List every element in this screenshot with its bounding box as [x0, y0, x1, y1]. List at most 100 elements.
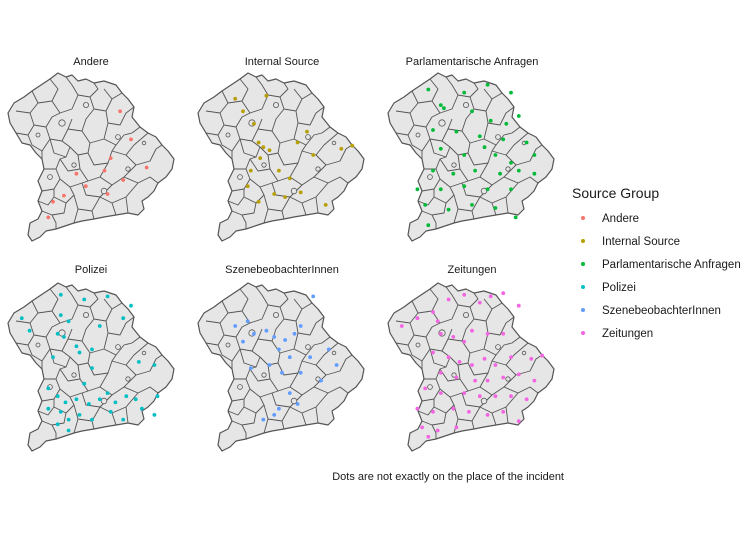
incident-point [431, 168, 435, 173]
incident-point [350, 143, 355, 148]
district-border [217, 134, 241, 152]
district-border [491, 302, 503, 310]
incident-point [462, 153, 467, 157]
district-border [293, 126, 331, 146]
district-border [271, 332, 299, 354]
district-border [111, 342, 149, 366]
district-border [471, 210, 475, 220]
incident-point [74, 171, 79, 176]
incident-point [501, 331, 506, 336]
district-enclave [100, 397, 108, 405]
district-border [231, 210, 247, 229]
incident-point [140, 406, 144, 411]
incident-point [248, 168, 253, 173]
district-border [417, 78, 439, 104]
district-enclave [495, 134, 501, 140]
legend-label: SzenebeobachterInnen [602, 305, 721, 317]
incident-point [477, 134, 482, 139]
incident-point [498, 171, 502, 176]
district-enclave [451, 372, 457, 378]
district-border [461, 332, 489, 354]
panel-title: Parlamentarische Anfragen [406, 56, 539, 68]
district-border [243, 396, 265, 414]
map-panel: Andere [7, 56, 175, 242]
district-border [73, 208, 79, 224]
incident-point [252, 331, 256, 336]
district-border [491, 132, 529, 156]
incident-point [287, 355, 292, 360]
incident-point [509, 355, 513, 360]
legend-entry: Parlamentarische Anfragen [581, 259, 741, 271]
district-border [439, 364, 461, 382]
incident-point [431, 128, 435, 132]
incident-point [426, 223, 431, 228]
district-enclave [100, 187, 108, 195]
incident-point [118, 109, 122, 114]
district-border [41, 168, 61, 192]
district-enclave [47, 174, 53, 180]
legend-entry: Zeitungen [581, 328, 653, 340]
district-enclave [495, 344, 501, 350]
incident-point [248, 366, 253, 370]
incident-point [485, 413, 490, 417]
panel-title: Internal Source [245, 56, 320, 68]
district-enclave [505, 166, 511, 172]
incident-point [482, 145, 487, 150]
district-border [505, 144, 543, 166]
state-outline [197, 282, 365, 452]
incident-point [438, 146, 443, 151]
incident-point [451, 171, 456, 176]
district-border [103, 336, 141, 356]
district-border [281, 210, 285, 220]
district-border [205, 322, 225, 346]
incident-point [420, 425, 424, 430]
district-border [483, 336, 521, 356]
district-border [449, 352, 471, 366]
incident-point [295, 140, 300, 145]
district-border [491, 92, 503, 100]
district-border [461, 122, 489, 144]
district-enclave [451, 162, 457, 168]
incident-point [516, 303, 521, 308]
incident-point [415, 406, 420, 411]
incident-point [326, 347, 331, 352]
incident-point [524, 397, 529, 402]
incident-point [97, 397, 102, 402]
incident-point [516, 372, 521, 377]
district-border [421, 420, 437, 439]
incident-point [233, 96, 238, 101]
incident-point [90, 347, 94, 352]
district-enclave [35, 132, 41, 138]
incident-point [470, 203, 474, 207]
district-enclave [305, 344, 311, 350]
district-border [59, 388, 89, 398]
bavaria-map [7, 72, 175, 242]
incident-point [493, 363, 498, 367]
incident-point [58, 409, 63, 414]
incident-point [241, 339, 245, 344]
district-border [249, 364, 271, 382]
legend-entries: Andere Internal Source Parlamentarische An… [581, 213, 741, 340]
district-border [51, 286, 79, 324]
district-border [15, 90, 39, 114]
map-panel: Zeitungen [387, 264, 555, 452]
district-enclave [261, 162, 267, 168]
incident-point [256, 140, 261, 145]
map-panel: Internal Source [197, 56, 365, 242]
incident-point [426, 434, 431, 439]
district-border [99, 182, 139, 204]
district-border [59, 154, 81, 172]
district-border [263, 418, 269, 434]
district-border [249, 178, 279, 188]
district-border [505, 354, 543, 376]
district-enclave [125, 166, 131, 172]
district-border [417, 288, 439, 314]
incident-point [308, 355, 312, 360]
district-border [431, 76, 459, 114]
legend-label: Zeitungen [602, 328, 653, 340]
incident-point [264, 93, 269, 98]
incident-point [261, 145, 266, 150]
incident-point [488, 118, 493, 123]
district-border [439, 178, 469, 188]
incident-point [532, 378, 537, 383]
